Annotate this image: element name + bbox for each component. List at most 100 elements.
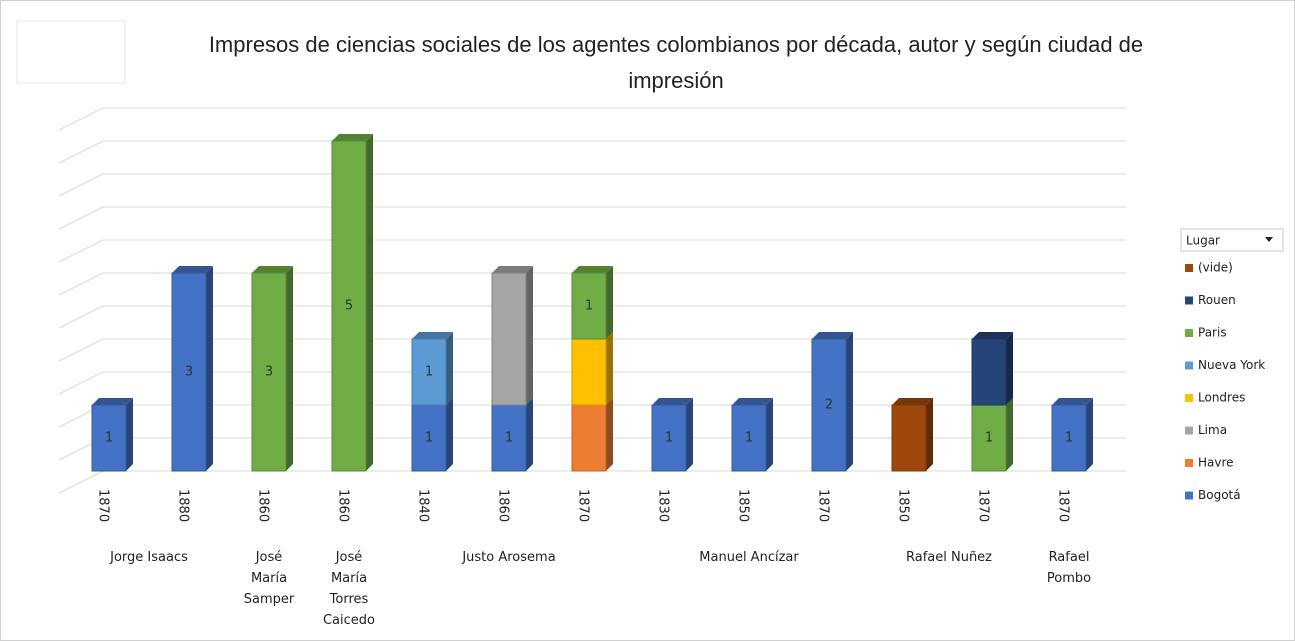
bar-side [126,398,133,471]
legend-swatch [1185,329,1193,337]
legend-swatch [1185,491,1193,500]
x-tick-label: 1840 [416,489,431,522]
x-tick-label: 1870 [1056,489,1071,522]
bar [251,272,287,472]
x-tick-label: 1870 [976,489,991,522]
group-label: Manuel Ancízar [699,550,799,565]
legend-label: Bogotá [1198,488,1241,502]
grid-line [58,173,1126,197]
legend-filter-button[interactable] [1180,228,1284,252]
bar [731,404,767,472]
legend-label: Rouen [1198,293,1236,307]
bar [1051,404,1087,472]
bar [571,272,607,340]
grid-line [58,470,1126,494]
group-label: Rafael Pombo [1046,550,1092,586]
data-label: 3 [265,365,273,380]
bar-side [926,398,933,471]
bar-side [526,398,533,471]
data-label: 1 [745,431,753,446]
group-label: José María Torres Caicedo [322,550,375,628]
grid-line [58,206,1126,230]
bar-top [652,398,693,405]
x-tick-label: 1860 [496,489,511,522]
bar-side [286,266,293,471]
data-label: 3 [185,365,193,380]
bar-top [572,266,613,273]
x-tick-label: 1870 [576,489,591,522]
x-tick-label: 1850 [736,489,751,522]
bar-top [492,266,533,273]
bar-top [892,398,933,405]
bar [971,338,1007,406]
legend-swatch [1185,296,1193,305]
bar-top [332,134,373,141]
x-tick-label: 1830 [656,489,671,522]
data-label: 1 [1065,431,1073,446]
bar-side [846,332,853,471]
grid-line [58,107,1126,131]
legend-label: Londres [1198,391,1245,405]
data-label: 1 [985,431,993,446]
bar [811,338,847,472]
group-label: José María Samper [243,550,295,607]
data-label: 1 [425,431,433,446]
grid-line [58,239,1126,263]
data-label: 1 [665,431,673,446]
cover-box [16,20,126,84]
legend-swatch [1185,459,1193,467]
legend-swatch [1185,361,1193,370]
legend-label: Paris [1198,326,1227,340]
bar-side [1006,332,1013,405]
bar-top [732,398,773,405]
bar [651,404,687,472]
dropdown-arrow [1265,237,1273,242]
bar-top [92,398,133,405]
bar-top [172,266,213,273]
bar [571,404,607,472]
legend-label: Lima [1198,423,1227,437]
bar-top [252,266,293,273]
data-label: 1 [105,431,113,446]
bar-side [446,398,453,471]
x-tick-label: 1870 [816,489,831,522]
bar [891,404,927,472]
legend-label: Havre [1198,456,1234,470]
legend-label: Nueva York [1198,358,1265,372]
bar-side [206,266,213,471]
bar-side [606,332,613,405]
x-tick-label: 1880 [176,489,191,522]
x-tick-label: 1860 [256,489,271,522]
x-tick-label: 1860 [336,489,351,522]
group-label: Jorge Isaacs [110,550,188,565]
group-label: Rafael Nuñez [905,550,993,565]
bar-top [972,332,1013,339]
bar-side [606,266,613,339]
bar-side [766,398,773,471]
bar-side [606,398,613,471]
bar [91,404,127,472]
bar-top [812,332,853,339]
legend-swatch [1185,394,1193,402]
bar-top [412,332,453,339]
bar-side [526,266,533,405]
data-label: 1 [425,365,433,380]
bar-side [366,134,373,471]
data-label: 1 [505,431,513,446]
grid-line [58,338,1126,362]
legend-swatch [1185,426,1193,435]
bar-top [1052,398,1093,405]
group-label: Justo Arosema [462,550,556,565]
grid-line [58,371,1126,395]
bar-side [1006,398,1013,471]
x-tick-label: 1850 [896,489,911,522]
legend-swatch [1185,264,1193,272]
bar-side [446,332,453,405]
x-tick-label: 1870 [96,489,111,522]
bar [491,272,527,406]
bar-side [1086,398,1093,471]
data-label: 2 [825,398,833,413]
data-label: 5 [345,299,353,314]
